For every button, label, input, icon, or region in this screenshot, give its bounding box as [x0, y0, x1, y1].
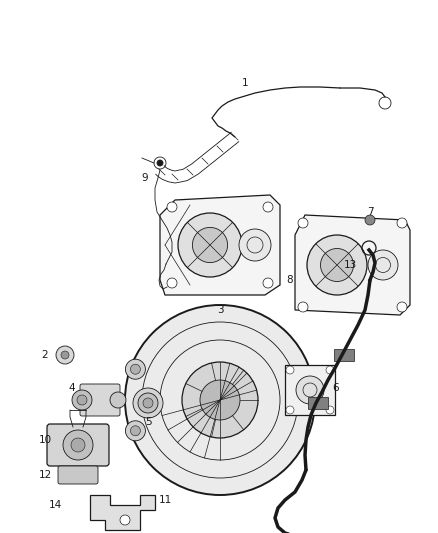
Circle shape: [143, 398, 153, 408]
Circle shape: [286, 406, 294, 414]
FancyBboxPatch shape: [80, 384, 120, 416]
Circle shape: [397, 218, 407, 228]
Circle shape: [131, 364, 141, 374]
FancyBboxPatch shape: [285, 365, 335, 415]
Circle shape: [192, 228, 228, 263]
Circle shape: [298, 388, 322, 412]
Polygon shape: [295, 215, 410, 315]
Text: 2: 2: [42, 350, 48, 360]
FancyBboxPatch shape: [58, 466, 98, 484]
Text: 11: 11: [159, 495, 172, 505]
Circle shape: [72, 390, 92, 410]
Circle shape: [178, 213, 242, 277]
Circle shape: [125, 359, 145, 379]
Text: 13: 13: [343, 260, 357, 270]
Circle shape: [298, 218, 308, 228]
Circle shape: [239, 229, 271, 261]
Circle shape: [110, 392, 126, 408]
Polygon shape: [90, 495, 155, 530]
Text: 12: 12: [39, 470, 52, 480]
Circle shape: [326, 366, 334, 374]
Circle shape: [120, 515, 130, 525]
Circle shape: [326, 406, 334, 414]
FancyBboxPatch shape: [47, 424, 109, 466]
Polygon shape: [160, 195, 280, 295]
Circle shape: [167, 278, 177, 288]
Circle shape: [63, 430, 93, 460]
Circle shape: [296, 376, 324, 404]
Circle shape: [71, 438, 85, 452]
Text: 4: 4: [69, 383, 75, 393]
Circle shape: [133, 388, 163, 418]
Circle shape: [365, 215, 375, 225]
Text: 1: 1: [242, 78, 248, 88]
Text: 6: 6: [333, 383, 339, 393]
Circle shape: [263, 202, 273, 212]
Circle shape: [321, 248, 353, 281]
Text: 9: 9: [141, 173, 148, 183]
Circle shape: [182, 362, 258, 438]
Circle shape: [157, 160, 163, 166]
Text: 14: 14: [48, 500, 62, 510]
Circle shape: [304, 394, 316, 406]
Text: 3: 3: [217, 305, 223, 315]
Circle shape: [138, 393, 158, 413]
Text: 10: 10: [39, 435, 52, 445]
Text: 8: 8: [287, 275, 293, 285]
Circle shape: [397, 302, 407, 312]
Circle shape: [286, 366, 294, 374]
FancyBboxPatch shape: [334, 349, 354, 361]
Circle shape: [298, 302, 308, 312]
FancyBboxPatch shape: [308, 397, 328, 409]
Text: 5: 5: [145, 417, 151, 427]
Circle shape: [167, 202, 177, 212]
Circle shape: [368, 250, 398, 280]
Circle shape: [125, 421, 145, 441]
Circle shape: [56, 346, 74, 364]
Circle shape: [200, 380, 240, 420]
Circle shape: [61, 351, 69, 359]
Text: 7: 7: [367, 207, 373, 217]
Circle shape: [125, 305, 315, 495]
Circle shape: [77, 395, 87, 405]
Circle shape: [131, 426, 141, 436]
Circle shape: [263, 278, 273, 288]
Circle shape: [307, 235, 367, 295]
